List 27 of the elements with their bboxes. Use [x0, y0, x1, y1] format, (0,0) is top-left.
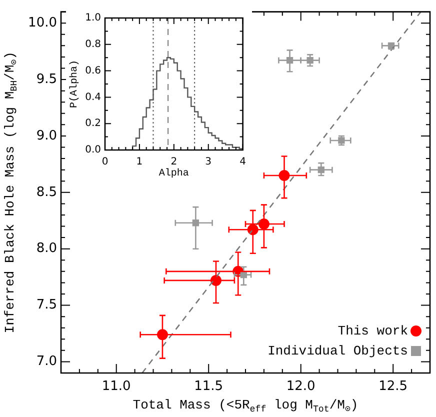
y-tick-label: 0.6 [85, 65, 101, 76]
legend-label: This work [338, 323, 408, 338]
y-tick-label: 7.0 [36, 354, 57, 370]
x-axis-title: Alpha [158, 168, 189, 180]
x-tick-label: 12.0 [286, 379, 316, 394]
y-tick-label: 10.0 [28, 15, 57, 30]
y-tick-label: 0.8 [85, 38, 101, 50]
y-axis-title: P(Alpha) [68, 60, 81, 108]
x-tick-label: 2 [170, 156, 178, 168]
legend-label: Individual Objects [268, 343, 408, 358]
x-tick-label: 12.5 [378, 379, 408, 394]
y-tick-label: 0.0 [85, 144, 101, 156]
x-tick-label: 3 [205, 156, 212, 168]
y-tick-label: 9.5 [36, 72, 57, 87]
y-tick-label: 7.5 [36, 298, 57, 313]
y-tick-label: 9.0 [36, 128, 57, 144]
y-tick-label: 8.0 [36, 241, 57, 256]
y-tick-label: 1.0 [85, 12, 101, 24]
x-tick-label: 0 [102, 156, 108, 168]
x-tick-label: 11.5 [194, 379, 224, 394]
x-tick-label: 4 [240, 156, 246, 168]
y-tick-label: 0.2 [85, 118, 101, 130]
x-tick-label: 11.0 [102, 379, 131, 394]
y-tick-label: 0.4 [85, 92, 101, 103]
x-tick-label: 1 [136, 156, 143, 168]
y-axis-title: Inferred Black Hole Mass (log MBH/M⊙) [2, 52, 20, 334]
y-tick-label: 8.5 [36, 184, 57, 200]
